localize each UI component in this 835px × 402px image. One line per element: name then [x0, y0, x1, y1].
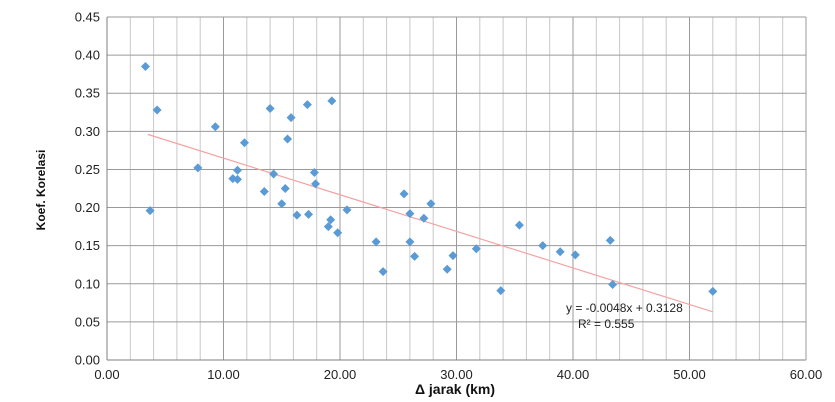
data-point: [333, 228, 343, 238]
data-point: [448, 251, 458, 261]
y-tick-label: 0.30: [75, 124, 100, 139]
data-point: [405, 209, 415, 219]
data-point: [605, 235, 615, 245]
data-point: [399, 189, 409, 199]
data-point: [309, 167, 319, 177]
y-tick-label: 0.10: [75, 276, 100, 291]
y-tick-label: 0.20: [75, 200, 100, 215]
data-point: [342, 205, 352, 215]
data-point: [426, 199, 436, 209]
data-point: [292, 210, 302, 220]
y-tick-label: 0.15: [75, 238, 100, 253]
major-gridlines: [107, 16, 806, 360]
data-point: [145, 206, 155, 216]
data-point: [277, 199, 287, 209]
x-tick-label: 10.00: [207, 367, 240, 382]
data-point: [608, 280, 618, 290]
x-axis-title: Δ jarak (km): [415, 381, 495, 397]
data-point: [280, 184, 290, 193]
data-point: [570, 250, 580, 260]
x-tick-label: 40.00: [557, 367, 590, 382]
data-point: [210, 122, 220, 132]
data-point: [419, 213, 429, 223]
y-tick-label: 0.40: [75, 48, 100, 63]
data-point: [538, 241, 548, 251]
y-tick-label: 0.45: [75, 10, 100, 25]
data-point: [378, 267, 388, 277]
y-tick-labels: 0.00 0.05 0.10 0.15 0.20 0.25 0.30 0.35 0.40 0.45: [75, 10, 100, 368]
data-point: [410, 251, 420, 261]
data-point: [371, 237, 381, 247]
data-point: [405, 237, 415, 247]
data-points: [140, 62, 718, 296]
trendline-layer: [147, 133, 713, 313]
data-point: [152, 105, 162, 115]
data-point: [442, 264, 452, 274]
data-point: [514, 220, 524, 230]
data-point: [140, 62, 150, 72]
trendline-equation: y = -0.0048x + 0.3128: [566, 301, 683, 315]
y-tick-label: 0.35: [75, 86, 100, 101]
y-tick-label: 0.00: [75, 353, 100, 368]
data-point: [471, 244, 481, 254]
data-point: [323, 222, 333, 232]
data-point: [269, 169, 279, 179]
data-point: [232, 165, 242, 175]
data-point: [302, 100, 312, 110]
x-tick-label: 20.00: [324, 367, 357, 382]
data-point: [239, 138, 249, 148]
data-point: [232, 174, 242, 184]
data-point: [496, 286, 506, 296]
y-tick-label: 0.25: [75, 162, 100, 177]
data-point: [193, 163, 203, 173]
x-tick-label: 60.00: [790, 367, 823, 382]
data-point: [327, 96, 337, 106]
x-tick-label: 30.00: [440, 367, 473, 382]
data-point: [555, 247, 565, 257]
data-point: [304, 209, 314, 219]
x-tick-label: 0.00: [94, 367, 119, 382]
y-axis-title: Koef. Korelasi: [34, 150, 48, 231]
data-point: [283, 134, 293, 144]
data-point: [286, 113, 296, 123]
x-tick-label: 50.00: [673, 367, 706, 382]
data-point: [708, 286, 718, 296]
data-point: [265, 103, 275, 113]
data-point: [311, 179, 321, 189]
data-point: [259, 187, 269, 197]
data-point: [326, 215, 336, 225]
y-tick-label: 0.05: [75, 314, 100, 329]
x-tick-labels: 0.00 10.00 20.00 30.00 40.00 50.00 60.00: [94, 367, 822, 382]
axes: [106, 17, 807, 361]
minor-gridlines: [129, 17, 784, 360]
trendline: [147, 133, 713, 313]
trendline-r-squared: R² = 0.555: [578, 317, 635, 331]
